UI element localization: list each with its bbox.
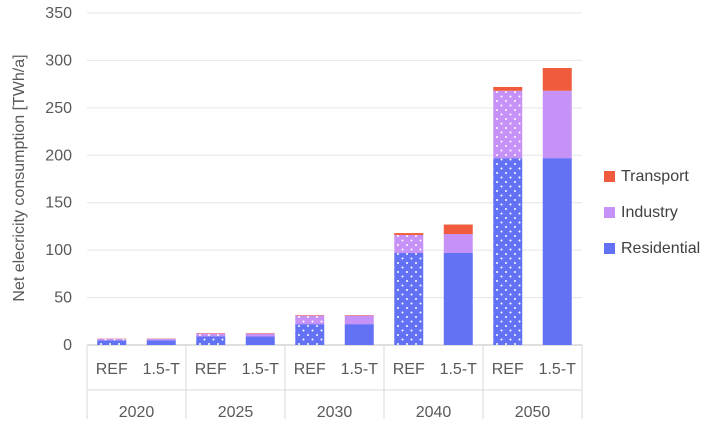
legend-label-transport: Transport	[621, 167, 689, 185]
x-category-label: REF	[294, 361, 326, 378]
x-category-label: REF	[492, 361, 524, 378]
x-category-label: 1.5-T	[143, 361, 181, 378]
bar-industry-2020-1.5-T	[146, 338, 176, 341]
bar-residential-2025-REF	[196, 336, 226, 345]
legend-label-residential: Residential	[621, 239, 701, 257]
x-year-label: 2050	[515, 404, 551, 421]
bar-residential-2050-1.5-T	[542, 158, 572, 345]
x-axis: REF 1.5-T 2020 REF 1.5-T 2025 REF 1.5-T 2030 REF 1…	[86, 345, 583, 421]
x-year-label: 2030	[317, 404, 353, 421]
bar-residential-2030-1.5-T	[344, 324, 374, 345]
y-axis-ticks: 0 50 100 150 200 250 300 350	[45, 5, 72, 354]
x-category-label: 1.5-T	[242, 361, 280, 378]
x-category-label: 1.5-T	[341, 361, 379, 378]
y-tick-label: 200	[45, 147, 72, 164]
y-tick-label: 100	[45, 242, 72, 259]
legend-label-industry: Industry	[621, 203, 678, 221]
bar-industry-2020-REF	[97, 338, 127, 341]
x-category-label: REF	[96, 361, 128, 378]
bar-transport-2040-1.5-T	[443, 224, 473, 235]
bar-residential-2020-1.5-T	[146, 340, 176, 345]
bar-residential-2050-REF	[493, 158, 523, 345]
bar-industry-2040-1.5-T	[443, 234, 473, 253]
bar-transport-2050-1.5-T	[542, 68, 572, 91]
x-year-label: 2020	[119, 404, 155, 421]
bar-industry-2040-REF	[394, 234, 424, 253]
bar-transport-2040-REF	[394, 233, 424, 235]
bars	[97, 68, 572, 345]
bar-industry-2025-REF	[196, 333, 226, 337]
bar-residential-2030-REF	[295, 324, 325, 345]
legend-swatch-residential	[604, 243, 615, 254]
bar-residential-2020-REF	[97, 340, 127, 345]
y-tick-label: 150	[45, 195, 72, 212]
bar-industry-2030-REF	[295, 315, 325, 325]
y-tick-label: 350	[45, 5, 72, 22]
bar-residential-2040-REF	[394, 252, 424, 345]
bar-industry-2050-1.5-T	[542, 90, 572, 159]
y-axis-title: Net elecricity consumption [TWh/a]	[11, 54, 28, 301]
legend-item-transport: Transport	[604, 166, 700, 187]
y-tick-label: 250	[45, 100, 72, 117]
bar-residential-2025-1.5-T	[245, 336, 275, 345]
x-category-label: REF	[393, 361, 425, 378]
bar-transport-2050-REF	[493, 86, 523, 91]
x-year-label: 2025	[218, 404, 254, 421]
x-category-label: REF	[195, 361, 227, 378]
bar-industry-2030-1.5-T	[344, 315, 374, 325]
legend-item-industry: Industry	[604, 202, 700, 223]
legend-swatch-transport	[604, 171, 615, 182]
bar-residential-2040-1.5-T	[443, 252, 473, 345]
legend-swatch-industry	[604, 207, 615, 218]
bar-industry-2025-1.5-T	[245, 333, 275, 337]
legend-item-residential: Residential	[604, 238, 700, 259]
y-tick-label: 300	[45, 52, 72, 69]
gridlines	[87, 12, 582, 346]
y-tick-label: 50	[54, 290, 72, 307]
x-year-label: 2040	[416, 404, 452, 421]
bar-industry-2050-REF	[493, 90, 523, 159]
y-tick-label: 0	[63, 337, 72, 354]
legend: Transport Industry Residential	[604, 166, 700, 274]
x-category-label: 1.5-T	[440, 361, 478, 378]
x-category-label: 1.5-T	[539, 361, 577, 378]
